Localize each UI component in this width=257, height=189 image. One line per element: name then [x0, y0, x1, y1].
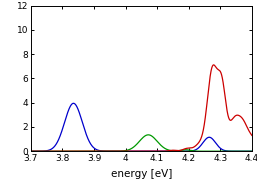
X-axis label: energy [eV]: energy [eV]: [111, 169, 172, 179]
